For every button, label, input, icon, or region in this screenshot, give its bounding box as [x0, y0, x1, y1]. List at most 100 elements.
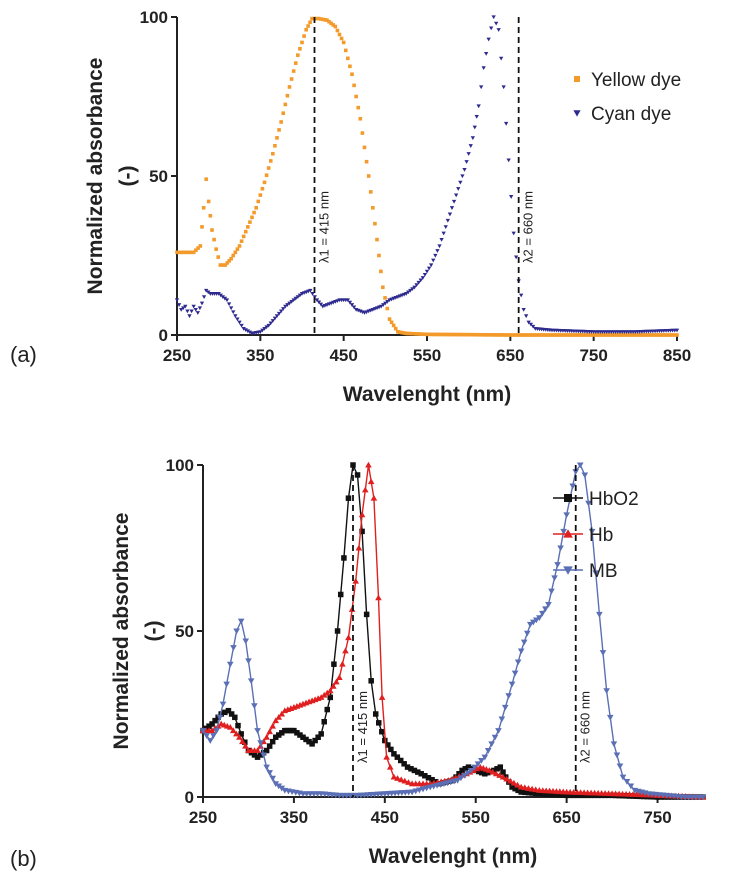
data-point — [574, 792, 580, 799]
data-point — [333, 24, 338, 29]
data-point — [500, 769, 506, 775]
data-point — [266, 323, 271, 328]
legend-marker — [564, 494, 572, 502]
data-point — [209, 721, 215, 727]
data-point — [193, 307, 198, 312]
data-point — [198, 244, 203, 248]
data-point — [528, 333, 532, 337]
data-point — [421, 332, 425, 336]
data-point — [269, 775, 276, 782]
legend-entry: Yellow dye — [574, 70, 681, 91]
data-point — [459, 767, 465, 774]
data-point — [394, 775, 401, 781]
data-point — [488, 741, 495, 748]
data-point — [484, 51, 489, 56]
y-axis-label-line: (-) — [142, 621, 165, 642]
data-point — [231, 253, 236, 258]
data-point — [264, 325, 269, 330]
data-point — [471, 764, 478, 771]
data-point — [337, 32, 342, 37]
data-point — [491, 734, 499, 741]
data-point — [454, 193, 459, 198]
data-point — [354, 472, 361, 478]
data-point — [587, 333, 592, 337]
data-point — [266, 770, 273, 776]
data-point — [410, 287, 415, 292]
data-point — [673, 333, 677, 337]
data-point — [422, 272, 428, 277]
data-point — [437, 244, 442, 249]
data-point — [574, 333, 578, 337]
data-point — [603, 688, 610, 695]
data-point — [533, 617, 540, 624]
data-point — [576, 462, 584, 469]
data-point — [501, 704, 509, 711]
data-point — [287, 85, 292, 89]
data-point — [570, 792, 577, 799]
data-point — [546, 791, 553, 798]
data-point — [489, 26, 494, 31]
data-point — [613, 333, 618, 337]
data-point — [348, 64, 352, 69]
data-point — [174, 298, 180, 303]
data-point — [376, 720, 382, 726]
data-point — [352, 577, 360, 584]
data-point — [237, 320, 242, 325]
data-point — [179, 307, 184, 312]
data-point — [213, 728, 220, 734]
data-point — [266, 743, 273, 749]
data-point — [408, 789, 416, 796]
chart-b: 250 350 450 550 650 750 0 50 100 Wavelenght (nm) N… — [10, 456, 707, 871]
data-point — [561, 333, 565, 337]
data-point — [385, 306, 390, 311]
data-point — [233, 250, 238, 255]
data-point — [550, 791, 556, 798]
data-point — [312, 737, 318, 744]
data-point — [257, 752, 264, 758]
y-tick-label: 100 — [140, 8, 168, 27]
annotation-label: λ1 = 415 nm — [317, 191, 332, 263]
data-point — [181, 250, 186, 255]
data-point — [457, 775, 465, 782]
data-point — [300, 40, 304, 45]
data-point — [408, 288, 413, 293]
data-point — [515, 787, 521, 794]
data-point — [506, 333, 510, 337]
data-point — [189, 309, 194, 314]
data-point — [206, 738, 214, 744]
data-point — [530, 333, 535, 337]
data-point — [295, 295, 300, 299]
data-point — [242, 638, 250, 645]
data-point — [341, 555, 347, 561]
data-point — [627, 783, 635, 790]
data-point — [222, 709, 228, 716]
data-point — [367, 478, 375, 485]
data-point — [542, 606, 549, 613]
data-point — [596, 333, 600, 337]
data-point — [580, 333, 585, 337]
data-point — [339, 660, 346, 667]
data-point — [308, 288, 313, 293]
data-point — [323, 689, 331, 696]
legend-entry: Hb — [553, 525, 613, 546]
data-point — [371, 206, 375, 210]
data-point — [464, 332, 469, 337]
data-point — [181, 306, 186, 311]
data-point — [350, 72, 354, 77]
data-point — [653, 333, 657, 337]
data-point — [423, 785, 430, 792]
data-point — [337, 591, 344, 598]
y-tick-label: 0 — [159, 326, 168, 345]
x-tick-label: 450 — [371, 808, 399, 827]
x-tick-label: 650 — [496, 346, 524, 365]
data-point — [458, 180, 463, 185]
data-point — [481, 66, 486, 71]
data-point — [674, 328, 680, 333]
data-point — [557, 792, 563, 798]
data-point — [473, 765, 481, 772]
data-point — [427, 332, 431, 337]
data-point — [414, 332, 419, 336]
data-point — [410, 331, 415, 336]
data-point — [333, 678, 340, 685]
data-point — [388, 746, 394, 753]
